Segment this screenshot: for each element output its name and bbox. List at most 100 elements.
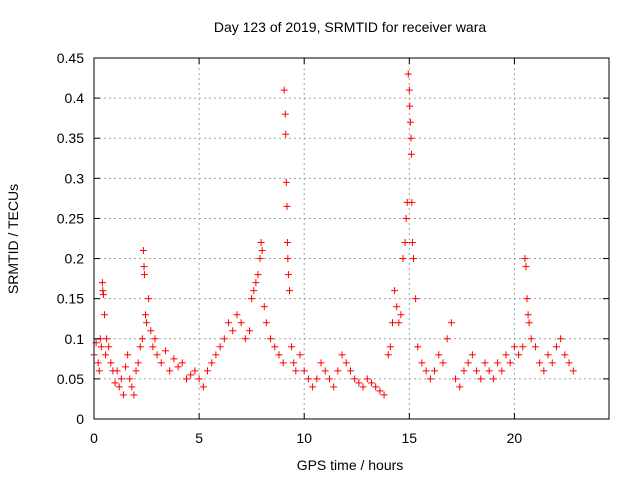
data-point xyxy=(548,359,556,367)
data-point xyxy=(284,255,292,263)
x-axis-label: GPS time / hours xyxy=(297,457,404,473)
data-point xyxy=(406,118,414,126)
data-point xyxy=(229,327,237,335)
data-point xyxy=(522,263,530,271)
data-point xyxy=(149,343,157,351)
data-point xyxy=(283,202,291,210)
data-point xyxy=(233,311,241,319)
data-point xyxy=(351,375,359,383)
data-point xyxy=(540,367,548,375)
data-point xyxy=(212,351,220,359)
x-tick-label: 10 xyxy=(296,430,312,446)
data-point xyxy=(260,303,268,311)
data-point xyxy=(130,391,138,399)
data-point xyxy=(199,383,207,391)
data-point xyxy=(346,367,354,375)
data-point xyxy=(481,359,489,367)
y-tick-label: 0.2 xyxy=(65,251,85,267)
data-point xyxy=(288,343,296,351)
data-point xyxy=(279,359,287,367)
data-point xyxy=(325,375,333,383)
y-axis-label: SRMTID / TECUs xyxy=(5,184,21,294)
data-point xyxy=(473,367,481,375)
data-point xyxy=(485,367,493,375)
data-point xyxy=(544,351,552,359)
data-point xyxy=(422,367,430,375)
data-point xyxy=(410,255,418,263)
data-point xyxy=(405,86,413,94)
data-point xyxy=(132,367,140,375)
data-point xyxy=(342,359,350,367)
data-point xyxy=(122,363,130,371)
data-point xyxy=(443,335,451,343)
y-tick-label: 0.4 xyxy=(65,90,85,106)
data-point xyxy=(166,367,174,375)
data-point xyxy=(338,351,346,359)
data-point xyxy=(489,375,497,383)
data-point xyxy=(391,287,399,295)
data-point xyxy=(250,287,258,295)
data-point xyxy=(280,86,288,94)
data-point xyxy=(395,319,403,327)
data-point xyxy=(408,198,416,206)
data-point xyxy=(367,379,375,387)
y-tick-label: 0.15 xyxy=(57,291,84,307)
data-point xyxy=(284,271,292,279)
data-point xyxy=(334,367,342,375)
data-point xyxy=(99,287,107,295)
data-point xyxy=(510,343,518,351)
x-tick-label: 0 xyxy=(90,430,98,446)
data-point xyxy=(464,359,472,367)
data-point xyxy=(355,379,363,387)
data-point xyxy=(380,391,388,399)
data-point xyxy=(271,343,279,351)
data-point xyxy=(397,311,405,319)
data-point xyxy=(523,295,531,303)
data-point xyxy=(412,295,420,303)
data-point xyxy=(407,134,415,142)
data-point xyxy=(431,367,439,375)
data-point xyxy=(187,371,195,379)
data-point xyxy=(282,130,290,138)
data-point xyxy=(111,379,119,387)
data-point xyxy=(191,367,199,375)
data-point xyxy=(515,351,523,359)
data-point xyxy=(439,359,447,367)
data-point xyxy=(401,239,409,247)
data-point xyxy=(414,343,422,351)
data-point xyxy=(102,351,110,359)
data-point xyxy=(241,335,249,343)
data-point xyxy=(321,367,329,375)
data-point xyxy=(246,327,254,335)
data-point xyxy=(237,319,245,327)
data-point xyxy=(248,295,256,303)
data-point xyxy=(283,239,291,247)
data-point xyxy=(404,70,412,78)
data-point xyxy=(225,319,233,327)
data-point xyxy=(300,367,308,375)
data-point xyxy=(317,359,325,367)
data-point xyxy=(252,279,260,287)
data-point xyxy=(275,351,283,359)
data-point xyxy=(139,247,147,255)
data-point xyxy=(257,239,265,247)
data-point xyxy=(101,311,109,319)
data-point xyxy=(418,359,426,367)
data-point xyxy=(99,291,107,299)
data-point xyxy=(468,351,476,359)
data-point xyxy=(161,347,169,355)
data-point xyxy=(330,383,338,391)
data-point xyxy=(569,367,577,375)
data-point xyxy=(406,102,414,110)
data-point xyxy=(388,319,396,327)
data-point xyxy=(117,375,125,383)
data-point xyxy=(143,319,151,327)
data-point xyxy=(399,255,407,263)
data-point xyxy=(98,279,106,287)
data-point xyxy=(313,375,321,383)
data-point xyxy=(285,287,293,295)
data-point xyxy=(447,319,455,327)
data-point xyxy=(262,319,270,327)
